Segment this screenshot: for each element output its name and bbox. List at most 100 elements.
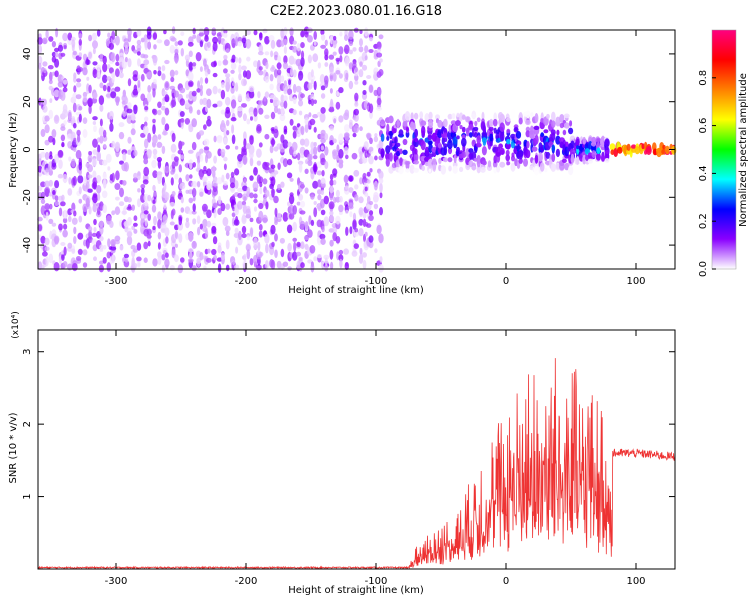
spectrogram-cell — [410, 112, 414, 121]
spectrogram-cell — [102, 257, 107, 264]
spectrogram-cell — [270, 259, 276, 270]
spectrogram-cell — [245, 70, 252, 80]
spectrogram-cell — [421, 125, 426, 136]
spectrogram-cell — [567, 165, 574, 176]
spectrogram-cell — [78, 186, 82, 195]
spectrogram-cell — [131, 111, 136, 121]
spectrogram-cell — [119, 245, 124, 251]
spectrogram-cell — [68, 215, 72, 223]
spectrogram-cell — [92, 40, 98, 49]
spectrogram-cell — [242, 155, 247, 165]
spectrogram-cell — [292, 251, 298, 261]
spectrogram-cell — [587, 152, 593, 159]
spectrogram-cell — [364, 55, 368, 61]
spectrogram-cell — [54, 51, 59, 58]
spectrogram-cell — [591, 150, 596, 159]
spectrogram-cell — [253, 244, 258, 249]
spectrogram-cell — [54, 58, 60, 68]
spectrogram-cell — [102, 63, 108, 73]
spectrogram-cell — [41, 205, 45, 214]
spectrogram-cell — [405, 161, 410, 170]
spectrogram-cell — [37, 185, 43, 191]
spectrogram-cell — [152, 225, 156, 231]
spectrogram-cell — [345, 209, 349, 214]
spectrogram-cell — [385, 152, 391, 161]
spectrogram-cell — [136, 39, 142, 46]
spectrogram-cell — [82, 95, 88, 103]
spectrogram-cell — [529, 125, 534, 135]
spectrogram-cell — [366, 223, 372, 228]
colorbar-label: Normalized spectral amplitude — [738, 73, 749, 227]
spectrogram-cell — [133, 215, 138, 222]
spectrogram-cell — [389, 140, 393, 150]
spectrogram-cell — [253, 193, 258, 199]
spectrogram-cell — [38, 62, 42, 70]
spectrogram-cell — [93, 218, 97, 226]
spectrogram-cell — [313, 126, 317, 133]
spectrogram-cell — [242, 260, 248, 270]
spectrogram-cell — [238, 57, 242, 64]
spectrogram-cell — [147, 213, 151, 221]
spectrogram-cell — [212, 203, 218, 208]
spectrogram-cell — [274, 54, 278, 61]
spectrogram-cell — [131, 225, 136, 231]
spectrogram-cell — [499, 161, 506, 168]
spectrogram-cell — [133, 248, 138, 253]
spectrogram-cell — [246, 249, 251, 260]
spectrogram-cell — [121, 149, 128, 155]
spectrogram-cell — [363, 141, 369, 150]
spectrogram-cell — [242, 113, 247, 122]
spectrogram-cell — [92, 61, 98, 66]
spectrogram-cell — [157, 70, 162, 77]
spectrogram-cell — [476, 135, 482, 145]
spectrogram-cell — [188, 50, 193, 58]
spectrogram-cell — [191, 118, 197, 128]
spectrogram-cell — [127, 197, 132, 203]
spectrogram-cell — [171, 96, 176, 105]
spectrogram-cell — [364, 186, 368, 192]
spectrogram-cell — [269, 98, 274, 103]
spectrogram-cell — [369, 168, 373, 173]
spectrogram-cell — [223, 54, 228, 60]
spectrogram-cell — [126, 235, 133, 246]
spectrogram-cell — [54, 47, 60, 53]
spectrogram-cell — [189, 174, 193, 179]
spectrogram-cell — [144, 116, 149, 122]
spectrogram-cell — [279, 113, 286, 121]
spectrogram-cell — [97, 144, 101, 154]
spectrogram-cell — [187, 258, 194, 263]
spectrogram-cell — [354, 92, 359, 102]
spectrogram-cell — [231, 42, 236, 49]
spectrogram-cell — [413, 160, 419, 165]
spectrogram-cell — [359, 61, 363, 67]
spectrogram-cell — [230, 62, 237, 70]
spectrogram-cell — [576, 145, 580, 150]
spectrogram-cell — [428, 119, 434, 129]
spectrogram-cell — [73, 147, 77, 153]
spectrogram-cell — [93, 125, 97, 133]
spectrogram-cell — [455, 120, 461, 126]
spectrogram-cell — [333, 118, 337, 124]
spectrogram-cell — [60, 201, 66, 207]
spectrogram-cell — [87, 236, 93, 243]
spectrogram-cell — [62, 217, 68, 224]
spectrogram-cell — [292, 69, 297, 78]
spectrogram-cell — [277, 183, 282, 191]
spectrogram-cell — [206, 220, 212, 228]
spectrogram-cell — [313, 256, 318, 262]
spectrogram-cell — [130, 119, 136, 124]
spectrogram-cell — [246, 186, 251, 196]
spectrogram-cell — [96, 151, 101, 158]
spectrogram-cell — [235, 215, 239, 226]
spectrogram-cell — [253, 166, 258, 176]
spectrogram-cell — [87, 174, 93, 179]
spectrogram-cell — [127, 204, 132, 210]
spectrogram-cell — [335, 189, 340, 198]
spectrogram-cell — [73, 137, 77, 143]
spectrogram-cell — [60, 52, 66, 57]
spectrogram-cell — [427, 134, 433, 141]
spectrogram-cell — [277, 108, 282, 115]
spectrogram-cell — [378, 34, 384, 40]
